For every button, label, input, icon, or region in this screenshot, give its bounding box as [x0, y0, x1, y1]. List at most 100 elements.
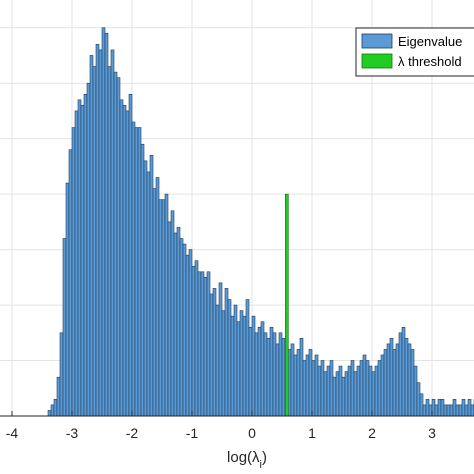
histogram-bar: [389, 338, 394, 417]
histogram-bar: [188, 249, 193, 417]
histogram-bar: [359, 360, 364, 417]
histogram-bar: [122, 105, 127, 417]
histogram-bar: [254, 332, 259, 417]
histogram-bar: [443, 404, 448, 417]
histogram-bar: [113, 71, 118, 417]
histogram-bar: [449, 404, 454, 417]
legend-swatch: [361, 53, 393, 69]
histogram-bar: [167, 221, 172, 417]
histogram-bar: [212, 288, 217, 417]
histogram-bar: [440, 399, 445, 417]
x-axis-label: log(λi): [227, 449, 267, 471]
histogram-bar: [209, 293, 214, 417]
histogram-bar: [245, 299, 250, 417]
histogram-bar: [233, 304, 238, 417]
histogram-bar: [104, 32, 109, 417]
histogram-bar: [260, 321, 265, 417]
histogram-bar: [335, 371, 340, 417]
histogram-bar: [65, 182, 70, 417]
histogram-bar: [119, 99, 124, 417]
histogram-bar: [281, 338, 286, 417]
histogram-bar: [413, 365, 418, 417]
histogram-bar: [218, 282, 223, 417]
x-tick-label: -1: [186, 425, 199, 441]
histogram-bar: [140, 143, 145, 417]
histogram-bar: [149, 155, 154, 417]
histogram-bar: [446, 404, 451, 417]
histogram-bar: [467, 399, 472, 417]
histogram-bar: [227, 299, 232, 417]
x-tick-label: 1: [308, 425, 316, 441]
legend-label: Eigenvalue: [398, 34, 462, 49]
histogram-bar: [419, 393, 424, 417]
histogram-bar: [350, 360, 355, 417]
histogram-bar: [272, 332, 277, 417]
histogram-bar: [275, 343, 280, 417]
histogram-bar: [179, 238, 184, 417]
histogram-bar: [203, 277, 208, 417]
histogram-bar: [296, 349, 301, 417]
histogram-bar: [410, 349, 415, 417]
histogram-bar: [365, 360, 370, 417]
histogram-bar: [92, 66, 97, 417]
histogram-bar: [308, 349, 313, 417]
histogram-bar: [59, 332, 64, 417]
histogram-bar: [434, 404, 439, 417]
histogram-bar: [347, 365, 352, 417]
histogram-bar: [239, 310, 244, 417]
histogram-bar: [368, 365, 373, 417]
histogram-bar: [116, 77, 121, 417]
histogram-bar: [386, 343, 391, 417]
histogram-bar: [257, 326, 262, 417]
histogram-bar: [158, 199, 163, 417]
histogram-bar: [338, 365, 343, 417]
histogram-bar: [407, 343, 412, 417]
x-tick-label: -4: [6, 425, 19, 441]
histogram-bar: [266, 338, 271, 417]
histogram-bar: [236, 321, 241, 417]
histogram-bar: [383, 349, 388, 417]
histogram-bar: [395, 343, 400, 417]
histogram-bar: [320, 360, 325, 417]
histogram-bar: [155, 177, 160, 417]
histogram-bar: [251, 315, 256, 417]
histogram-bar: [242, 315, 247, 417]
histogram-bar: [293, 354, 298, 417]
histogram-bar: [416, 382, 421, 417]
histogram-bar: [374, 365, 379, 417]
histogram-bar: [344, 371, 349, 417]
histogram-bar: [134, 127, 139, 417]
histogram-bar: [464, 404, 469, 417]
histogram-bar: [107, 66, 112, 417]
x-tick-label: 0: [248, 425, 256, 441]
threshold-marker: [284, 193, 289, 417]
histogram-bar: [110, 49, 115, 417]
histogram-bar: [137, 127, 142, 417]
histogram-bar: [371, 371, 376, 417]
histogram-bar: [314, 354, 319, 417]
histogram-bar: [221, 310, 226, 417]
histogram-bar: [302, 360, 307, 417]
histogram-bar: [128, 93, 133, 417]
histogram-bar: [77, 99, 82, 417]
histogram-bar: [230, 315, 235, 417]
histogram-bar: [71, 127, 76, 417]
histogram-bar: [68, 149, 73, 417]
histogram-bar: [152, 188, 157, 417]
histogram-bar: [185, 254, 190, 417]
histogram-bar: [425, 399, 430, 417]
x-tick-label: 2: [368, 425, 376, 441]
histogram-bar: [86, 82, 91, 417]
histogram-bar: [161, 199, 166, 417]
histogram-bar: [278, 332, 283, 417]
histogram-bar: [191, 265, 196, 417]
histogram-bar: [224, 288, 229, 417]
legend: Eigenvalue λ threshold: [355, 27, 474, 77]
histogram-bar: [197, 271, 202, 417]
histogram-bar: [311, 360, 316, 417]
histogram-bar: [404, 338, 409, 417]
histogram-bar: [458, 404, 463, 417]
histogram-bar: [341, 376, 346, 417]
histogram-bar: [380, 354, 385, 417]
legend-label: λ threshold: [398, 54, 462, 69]
